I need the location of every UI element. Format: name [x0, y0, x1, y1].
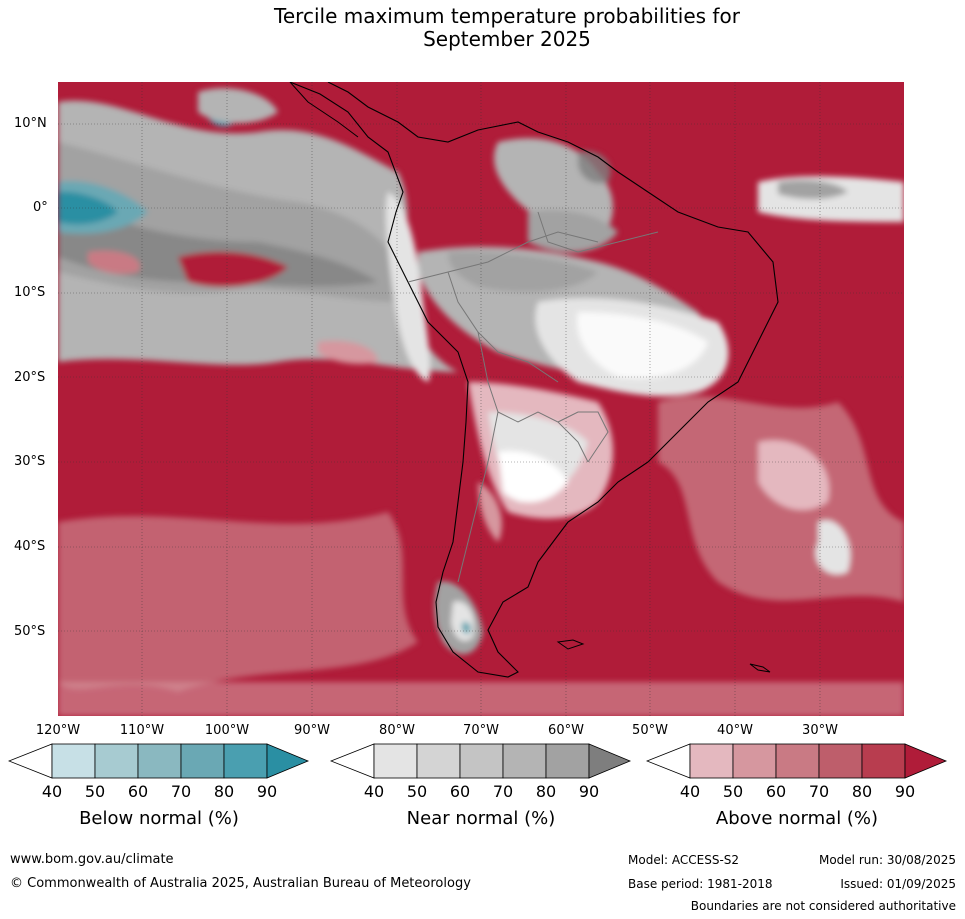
cbar-above-2 [732, 743, 777, 779]
below-tick-90: 90 [256, 782, 278, 801]
cbar-above-0 [646, 743, 691, 779]
lat-label-10n: 10°N [14, 116, 47, 131]
near-tick-50: 50 [406, 782, 428, 801]
footer-url[interactable]: www.bom.gov.au/climate [10, 852, 174, 867]
lon-label-50w: 50°W [632, 723, 668, 738]
lon-label-60w: 60°W [548, 723, 584, 738]
near-tick-80: 80 [535, 782, 557, 801]
above-tick-40: 40 [679, 782, 701, 801]
probability-map [58, 82, 904, 716]
south-america-coastline [289, 82, 779, 678]
cbar-below-6 [266, 743, 310, 779]
cbar-below-0 [8, 743, 53, 779]
near-tick-90: 90 [578, 782, 600, 801]
south-georgia [749, 663, 771, 673]
lat-label-40s: 40°S [14, 539, 46, 554]
below-tick-70: 70 [170, 782, 192, 801]
lon-label-120w: 120°W [35, 723, 81, 738]
above-tick-60: 60 [765, 782, 787, 801]
cbar-near-1 [373, 743, 418, 779]
map-title: Tercile maximum temperature probabilitie… [0, 5, 965, 51]
cbar-near-2 [416, 743, 461, 779]
cbar-below-3 [137, 743, 182, 779]
near-tick-40: 40 [363, 782, 385, 801]
cbar-near-6 [588, 743, 632, 779]
title-line-2: September 2025 [423, 27, 591, 51]
near-normal-colorbar [330, 743, 632, 779]
near-tick-70: 70 [492, 782, 514, 801]
below-tick-50: 50 [84, 782, 106, 801]
cbar-below-1 [51, 743, 96, 779]
lat-label-50s: 50°S [14, 624, 46, 639]
below-normal-title: Below normal (%) [79, 808, 239, 829]
footer-disclaimer: Boundaries are not considered authoritat… [690, 899, 956, 913]
lon-label-40w: 40°W [717, 723, 753, 738]
lon-label-90w: 90°W [294, 723, 330, 738]
cbar-below-2 [94, 743, 139, 779]
footer-copyright: © Commonwealth of Australia 2025, Austra… [10, 876, 471, 891]
lat-label-30s: 30°S [14, 454, 46, 469]
lat-label-20s: 20°S [14, 370, 46, 385]
footer-issued: Issued: 01/09/2025 [840, 877, 956, 891]
below-tick-40: 40 [41, 782, 63, 801]
above-tick-80: 80 [851, 782, 873, 801]
above-normal-title: Above normal (%) [715, 808, 879, 829]
footer-model: Model: ACCESS-S2 [628, 853, 740, 867]
lon-label-110w: 110°W [119, 723, 165, 738]
footer-model-run: Model run: 30/08/2025 [818, 853, 956, 867]
cbar-near-4 [502, 743, 547, 779]
cbar-below-5 [223, 743, 268, 779]
cbar-above-1 [689, 743, 734, 779]
lat-label-0: 0° [33, 200, 48, 215]
cbar-above-3 [775, 743, 820, 779]
cbar-near-5 [545, 743, 590, 779]
above-tick-50: 50 [722, 782, 744, 801]
cbar-above-5 [861, 743, 906, 779]
lon-label-100w: 100°W [204, 723, 250, 738]
cbar-above-4 [818, 743, 863, 779]
cbar-above-6 [904, 743, 948, 779]
lat-label-10s: 10°S [14, 285, 46, 300]
lon-label-70w: 70°W [463, 723, 499, 738]
below-tick-80: 80 [213, 782, 235, 801]
below-normal-colorbar [8, 743, 310, 779]
footer-base-period: Base period: 1981-2018 [628, 877, 773, 891]
above-normal-colorbar [646, 743, 948, 779]
lon-label-30w: 30°W [802, 723, 838, 738]
above-tick-70: 70 [808, 782, 830, 801]
cbar-below-4 [180, 743, 225, 779]
country-borders [407, 211, 659, 583]
below-tick-60: 60 [127, 782, 149, 801]
graticule [58, 82, 904, 716]
lon-label-80w: 80°W [379, 723, 415, 738]
near-normal-title: Near normal (%) [406, 808, 556, 829]
falkland-islands [556, 639, 585, 650]
near-tick-60: 60 [449, 782, 471, 801]
cbar-near-0 [330, 743, 375, 779]
above-tick-90: 90 [894, 782, 916, 801]
central-america-coastline [289, 82, 359, 138]
title-line-1: Tercile maximum temperature probabilitie… [274, 4, 740, 28]
cbar-near-3 [459, 743, 504, 779]
